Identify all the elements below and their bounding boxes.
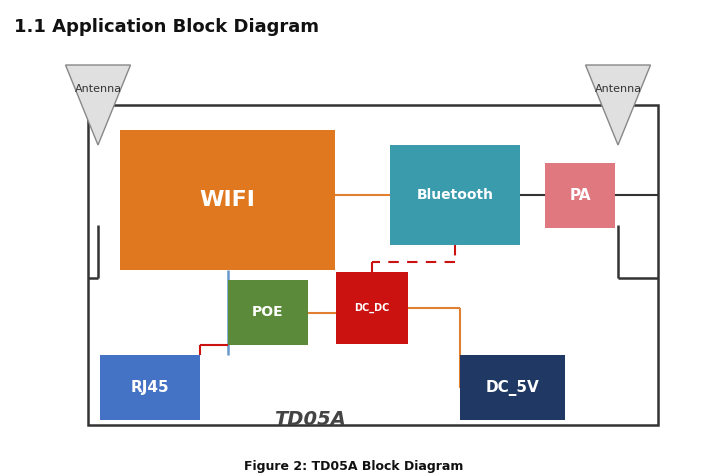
Bar [228, 280, 308, 345]
Bar [460, 355, 565, 420]
Text: DC_5V: DC_5V [486, 379, 539, 396]
Text: 1.1 Application Block Diagram: 1.1 Application Block Diagram [14, 18, 319, 36]
Polygon shape [66, 65, 131, 145]
Text: POE: POE [252, 306, 284, 319]
Bar [336, 272, 408, 344]
Bar [390, 145, 520, 245]
Bar [100, 355, 200, 420]
Text: WIFI: WIFI [199, 190, 255, 210]
Text: PA: PA [569, 188, 591, 203]
Bar [120, 130, 335, 270]
Text: Antenna: Antenna [595, 84, 641, 94]
Text: DC_DC: DC_DC [354, 303, 390, 313]
Text: RJ45: RJ45 [131, 380, 169, 395]
Text: Bluetooth: Bluetooth [416, 188, 493, 202]
Bar [88, 105, 658, 425]
Text: TD05A: TD05A [274, 410, 346, 429]
Polygon shape [585, 65, 650, 145]
Bar [545, 163, 615, 228]
Text: Figure 2: TD05A Block Diagram: Figure 2: TD05A Block Diagram [244, 460, 463, 473]
Text: Antenna: Antenna [74, 84, 122, 94]
